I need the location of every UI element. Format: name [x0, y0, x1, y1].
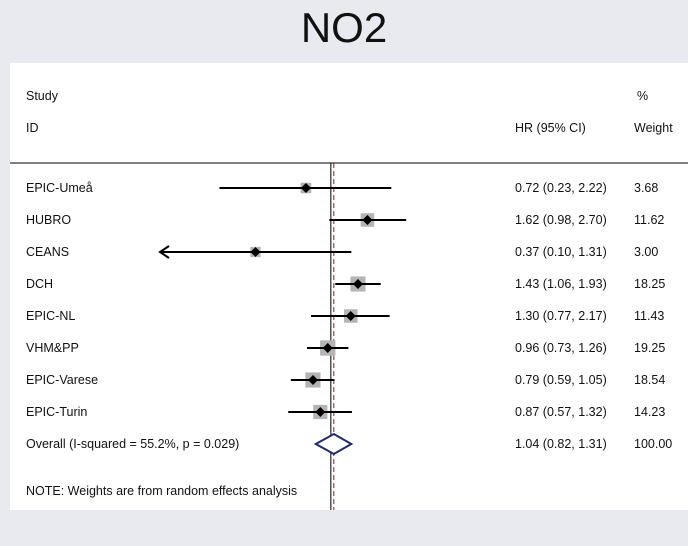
- study-label: CEANS: [26, 245, 69, 259]
- point-estimate-marker: [322, 343, 333, 353]
- study-hr-text: 0.79 (0.59, 1.05): [515, 373, 607, 387]
- point-estimate-marker: [250, 247, 261, 257]
- overall-hr-text: 1.04 (0.82, 1.31): [515, 437, 607, 451]
- percent-header: %: [637, 89, 648, 103]
- study-label: HUBRO: [26, 213, 71, 227]
- study-label: VHM&PP: [26, 341, 79, 355]
- study-hr-text: 1.62 (0.98, 2.70): [515, 213, 607, 227]
- study-hr-text: 1.43 (1.06, 1.93): [515, 277, 607, 291]
- study-label: EPIC-Varese: [26, 373, 98, 387]
- point-estimate-marker: [315, 407, 326, 417]
- study-weight-text: 3.00: [634, 245, 658, 259]
- study-header: Study: [26, 89, 59, 103]
- point-estimate-marker: [352, 279, 363, 289]
- point-estimate-marker: [345, 311, 356, 321]
- note-text: NOTE: Weights are from random effects an…: [26, 484, 297, 498]
- study-weight-text: 3.68: [634, 181, 658, 195]
- ci-arrow: [158, 245, 170, 259]
- weight-header: Weight: [634, 121, 673, 135]
- study-weight-text: 18.54: [634, 373, 665, 387]
- study-hr-text: 0.96 (0.73, 1.26): [515, 341, 607, 355]
- study-label: EPIC-NL: [26, 309, 75, 323]
- forest-plot: Study ID HR (95% CI) % Weight NOTE: Weig…: [10, 89, 688, 538]
- point-estimate-marker: [300, 183, 311, 193]
- chart-title: NO2: [300, 4, 388, 51]
- study-label: EPIC-Umeå: [26, 181, 93, 195]
- plot-panel: Study ID HR (95% CI) % Weight NOTE: Weig…: [10, 63, 688, 538]
- study-weight-text: 11.43: [634, 309, 664, 323]
- study-hr-text: 1.30 (0.77, 2.17): [515, 309, 607, 323]
- study-label: EPIC-Turin: [26, 405, 87, 419]
- study-weight-text: 19.25: [634, 341, 665, 355]
- study-label: DCH: [26, 277, 53, 291]
- study-hr-text: 0.87 (0.57, 1.32): [515, 405, 607, 419]
- study-hr-text: 0.37 (0.10, 1.31): [515, 245, 607, 259]
- hr-header: HR (95% CI): [515, 121, 586, 135]
- point-estimate-marker: [307, 375, 318, 385]
- point-estimate-marker: [362, 215, 373, 225]
- overall-weight-text: 100.00: [634, 437, 672, 451]
- overall-label: Overall (I-squared = 55.2%, p = 0.029): [26, 437, 239, 451]
- overall-diamond: [313, 432, 354, 456]
- id-header: ID: [26, 121, 39, 135]
- study-weight-text: 18.25: [634, 277, 665, 291]
- study-hr-text: 0.72 (0.23, 2.22): [515, 181, 607, 195]
- study-weight-text: 11.62: [634, 213, 664, 227]
- study-weight-text: 14.23: [634, 405, 665, 419]
